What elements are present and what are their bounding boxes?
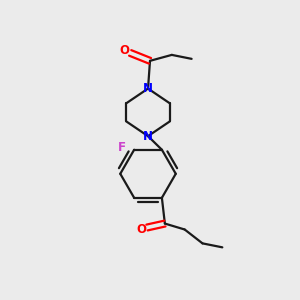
Text: O: O bbox=[119, 44, 129, 57]
Text: N: N bbox=[143, 130, 153, 142]
Text: O: O bbox=[136, 223, 146, 236]
Text: N: N bbox=[143, 82, 153, 95]
Text: F: F bbox=[118, 141, 126, 154]
